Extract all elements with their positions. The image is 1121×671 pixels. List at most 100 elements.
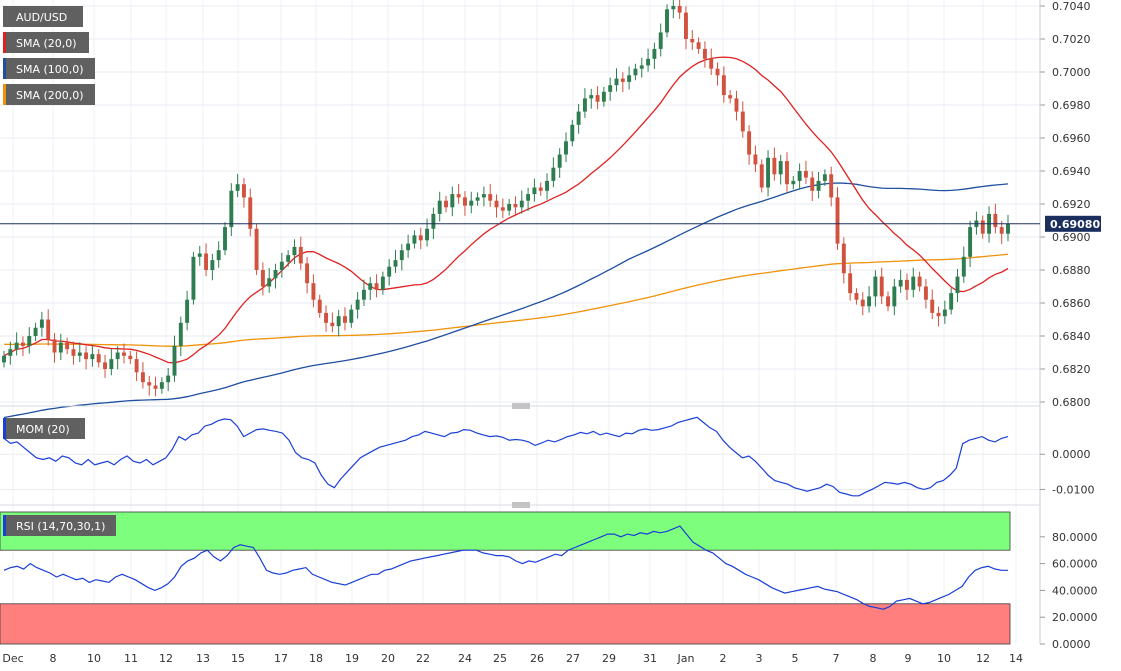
y-tick-label: 0.6920 [1052,198,1091,211]
candle-body [620,78,625,82]
candle-body [665,9,669,33]
candle-body [728,95,733,99]
candle-body [399,250,404,261]
candle-body [267,278,272,287]
candle-body [841,243,846,274]
x-tick-label: 11 [124,652,138,665]
candle-body [557,154,562,168]
candle-body [886,296,890,307]
candle-body [191,256,196,300]
candle-body [658,32,663,49]
rsi-overbought-zone [0,511,1011,551]
legend-mom[interactable]: MOM (20) [3,418,85,439]
candle-body [444,200,448,208]
x-tick-label: 7 [833,652,840,665]
candle-body [361,289,366,300]
candle-body [374,283,379,290]
candle-body [747,131,752,155]
candle-body [216,250,221,261]
legend-symbol[interactable]: AUD/USD [3,6,83,27]
candle-body [475,197,480,201]
sma-200-line [3,253,1009,347]
y-tick-label: 0.6800 [1052,396,1091,409]
momentum-line [3,416,1009,497]
rsi-panel: 80.0000 60.0000 40.0000 20.0000 0.0000 [0,511,1098,651]
sma-100-path [3,182,1009,419]
candle-body [412,235,417,244]
candle-body [810,177,815,191]
candle-body [349,309,354,323]
y-tick-label: 0.6860 [1052,297,1091,310]
candle-body [564,141,568,155]
candle-body [33,327,38,336]
candle-body [835,197,840,244]
candle-body [140,372,145,383]
candle-body [905,279,909,290]
legend-sma20[interactable]: SMA (20,0) [3,32,89,53]
last-price-label: 0.69080 [1050,218,1100,231]
candle-body [178,322,183,346]
y-tick-label: 60.0000 [1052,558,1098,571]
legend-sma200[interactable]: SMA (200,0) [3,84,95,105]
candle-body [785,161,789,185]
candle-body [873,276,878,297]
candle-body [671,6,676,10]
candle-body [702,48,707,59]
candle-body [273,270,278,279]
candle-body [336,316,341,327]
time-axis: Dec 8 10 11 12 13 15 17 18 19 20 22 24 25 26 27 29 31 Jan 2… [2,652,1023,665]
candle-body [456,194,461,198]
candle-body [223,227,227,251]
candle-body [84,352,89,360]
candle-body [406,243,411,251]
x-tick-label: 3 [756,652,763,665]
candle-body [500,207,505,211]
candle-body [589,95,594,99]
candle-body [526,194,531,201]
sma-20-path [3,56,1009,364]
candle-body [115,352,120,360]
indicator-legends: AUD/USD SMA (20,0) SMA (100,0) SMA (200,… [3,6,116,536]
legend-rsi[interactable]: RSI (14,70,30,1) [3,515,116,536]
x-tick-label: Dec [2,652,23,665]
candle-body [77,352,82,356]
candle-body [260,270,265,287]
candle-body [122,352,126,356]
y-tick-label: 20.0000 [1052,611,1098,624]
candle-body [936,312,941,317]
candle-body [570,124,575,142]
momentum-panel: 0.0000 -0.0100 [3,416,1094,497]
candle-body [614,78,619,86]
candle-body [601,91,606,102]
candle-body [305,263,310,284]
candle-body [595,95,600,102]
y-tick-label: 0.6900 [1052,231,1091,244]
x-tick-label: 12 [976,652,990,665]
candle-body [172,345,177,376]
candle-body [90,354,95,360]
candle-body [519,200,524,208]
x-tick-label: 24 [458,652,472,665]
candle-body [8,349,13,356]
y-tick-label: 0.6840 [1052,330,1091,343]
candle-body [27,336,32,346]
candle-body [968,227,973,257]
candle-body [71,349,76,356]
candle-body [393,260,398,267]
y-tick-label: 0.7020 [1052,33,1091,46]
candle-body [368,283,373,290]
candle-body [652,48,657,59]
candle-body [627,75,632,82]
candle-body [52,339,57,353]
candle-body [778,161,783,175]
panel-dividers[interactable] [0,403,1040,508]
candle-body [254,228,259,270]
candle-body [185,299,190,323]
momentum-axis: 0.0000 -0.0100 [1040,448,1094,496]
y-tick-label: 0.7040 [1052,0,1091,13]
candle-body [942,309,947,317]
x-tick-label: 27 [566,652,580,665]
legend-sma100[interactable]: SMA (100,0) [3,58,95,79]
candle-body [639,65,644,69]
